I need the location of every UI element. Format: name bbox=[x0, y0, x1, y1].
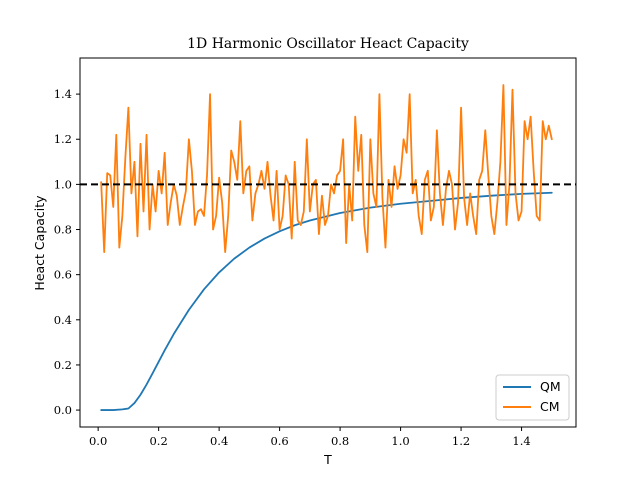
x-tick-label: 0.0 bbox=[89, 434, 107, 448]
x-tick-label: 1.0 bbox=[391, 434, 409, 448]
x-tick-label: 0.2 bbox=[149, 434, 167, 448]
y-tick-label: 0.2 bbox=[54, 358, 72, 372]
y-tick-label: 0.8 bbox=[54, 223, 72, 237]
legend-label-cm: CM bbox=[540, 399, 560, 414]
legend: QM CM bbox=[495, 374, 570, 421]
y-tick-label: 0.6 bbox=[54, 268, 72, 282]
y-tick-label: 1.4 bbox=[54, 87, 72, 101]
y-tick-label: 0.0 bbox=[54, 403, 72, 417]
x-axis: 0.0 0.2 0.4 0.6 0.8 1.0 1.2 1.4 bbox=[89, 427, 531, 448]
x-tick-label: 0.4 bbox=[210, 434, 228, 448]
series-line-cm bbox=[100, 84, 553, 253]
x-tick-label: 0.6 bbox=[270, 434, 288, 448]
plot-content bbox=[80, 84, 576, 411]
y-tick-label: 1.2 bbox=[54, 132, 72, 146]
y-axis-label: Heact Capacity bbox=[32, 195, 47, 291]
series-line-qm bbox=[100, 191, 553, 411]
y-tick-label: 1.0 bbox=[54, 177, 72, 191]
legend-label-qm: QM bbox=[540, 379, 561, 394]
x-tick-label: 0.8 bbox=[331, 434, 349, 448]
x-tick-label: 1.2 bbox=[452, 434, 470, 448]
plot-area bbox=[80, 58, 576, 427]
y-axis: 0.0 0.2 0.4 0.6 0.8 1.0 1.2 1.4 bbox=[54, 87, 80, 417]
y-tick-label: 0.4 bbox=[54, 313, 72, 327]
plot-frame bbox=[79, 57, 577, 428]
chart-title: 1D Harmonic Oscillator Heact Capacity bbox=[187, 36, 469, 52]
x-axis-label: T bbox=[323, 452, 332, 467]
x-tick-label: 1.4 bbox=[512, 434, 530, 448]
